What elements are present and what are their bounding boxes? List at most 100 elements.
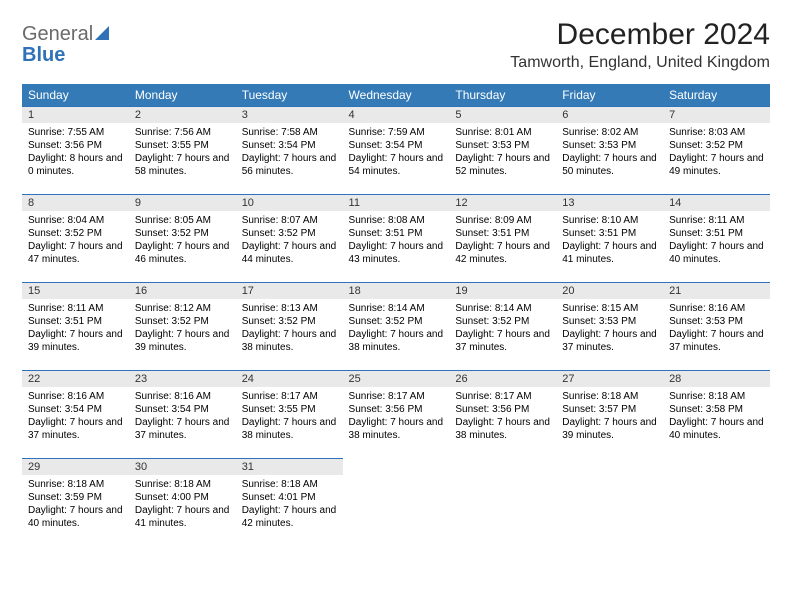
- daylight-text: Daylight: 7 hours and 39 minutes.: [562, 416, 657, 442]
- daylight-text: Daylight: 7 hours and 41 minutes.: [135, 504, 230, 530]
- sunrise-text: Sunrise: 7:56 AM: [135, 126, 230, 139]
- day-number: 4: [343, 106, 450, 123]
- day-number: 11: [343, 194, 450, 211]
- day-details: Sunrise: 8:16 AMSunset: 3:53 PMDaylight:…: [663, 299, 770, 360]
- sunrise-text: Sunrise: 8:18 AM: [28, 478, 123, 491]
- calendar-cell: 25Sunrise: 8:17 AMSunset: 3:56 PMDayligh…: [343, 370, 450, 458]
- calendar-cell: 14Sunrise: 8:11 AMSunset: 3:51 PMDayligh…: [663, 194, 770, 282]
- sunset-text: Sunset: 3:54 PM: [349, 139, 444, 152]
- sunset-text: Sunset: 3:51 PM: [28, 315, 123, 328]
- calendar-cell: 3Sunrise: 7:58 AMSunset: 3:54 PMDaylight…: [236, 106, 343, 194]
- calendar-body: 1Sunrise: 7:55 AMSunset: 3:56 PMDaylight…: [22, 106, 770, 546]
- sunrise-text: Sunrise: 8:15 AM: [562, 302, 657, 315]
- sunrise-text: Sunrise: 8:11 AM: [669, 214, 764, 227]
- sunrise-text: Sunrise: 8:18 AM: [135, 478, 230, 491]
- day-details: Sunrise: 7:59 AMSunset: 3:54 PMDaylight:…: [343, 123, 450, 184]
- sunrise-text: Sunrise: 8:08 AM: [349, 214, 444, 227]
- sunset-text: Sunset: 3:52 PM: [455, 315, 550, 328]
- sunrise-text: Sunrise: 8:04 AM: [28, 214, 123, 227]
- sunrise-text: Sunrise: 8:13 AM: [242, 302, 337, 315]
- sunrise-text: Sunrise: 8:12 AM: [135, 302, 230, 315]
- weekday-header: Friday: [556, 84, 663, 106]
- day-details: Sunrise: 8:18 AMSunset: 3:57 PMDaylight:…: [556, 387, 663, 448]
- sunset-text: Sunset: 3:57 PM: [562, 403, 657, 416]
- day-details: Sunrise: 8:13 AMSunset: 3:52 PMDaylight:…: [236, 299, 343, 360]
- daylight-text: Daylight: 7 hours and 37 minutes.: [28, 416, 123, 442]
- day-details: Sunrise: 8:01 AMSunset: 3:53 PMDaylight:…: [449, 123, 556, 184]
- sunrise-text: Sunrise: 8:16 AM: [135, 390, 230, 403]
- calendar-cell: 15Sunrise: 8:11 AMSunset: 3:51 PMDayligh…: [22, 282, 129, 370]
- daylight-text: Daylight: 7 hours and 42 minutes.: [455, 240, 550, 266]
- calendar-cell: 22Sunrise: 8:16 AMSunset: 3:54 PMDayligh…: [22, 370, 129, 458]
- day-number: 20: [556, 282, 663, 299]
- sunrise-text: Sunrise: 8:02 AM: [562, 126, 657, 139]
- day-details: Sunrise: 8:14 AMSunset: 3:52 PMDaylight:…: [449, 299, 556, 360]
- sunrise-text: Sunrise: 7:59 AM: [349, 126, 444, 139]
- day-number: 18: [343, 282, 450, 299]
- logo: General Blue: [22, 18, 111, 66]
- logo-sail-icon: [95, 26, 111, 45]
- calendar-cell: 28Sunrise: 8:18 AMSunset: 3:58 PMDayligh…: [663, 370, 770, 458]
- sunset-text: Sunset: 3:51 PM: [349, 227, 444, 240]
- sunset-text: Sunset: 4:00 PM: [135, 491, 230, 504]
- calendar-cell: 18Sunrise: 8:14 AMSunset: 3:52 PMDayligh…: [343, 282, 450, 370]
- sunrise-text: Sunrise: 8:11 AM: [28, 302, 123, 315]
- calendar-cell: 10Sunrise: 8:07 AMSunset: 3:52 PMDayligh…: [236, 194, 343, 282]
- sunset-text: Sunset: 3:52 PM: [28, 227, 123, 240]
- sunrise-text: Sunrise: 8:18 AM: [562, 390, 657, 403]
- sunset-text: Sunset: 3:51 PM: [562, 227, 657, 240]
- daylight-text: Daylight: 7 hours and 46 minutes.: [135, 240, 230, 266]
- weekday-header: Monday: [129, 84, 236, 106]
- sunrise-text: Sunrise: 8:14 AM: [455, 302, 550, 315]
- weekday-header-row: Sunday Monday Tuesday Wednesday Thursday…: [22, 84, 770, 106]
- day-details: Sunrise: 8:07 AMSunset: 3:52 PMDaylight:…: [236, 211, 343, 272]
- sunrise-text: Sunrise: 8:18 AM: [669, 390, 764, 403]
- day-details: Sunrise: 8:15 AMSunset: 3:53 PMDaylight:…: [556, 299, 663, 360]
- day-number: 5: [449, 106, 556, 123]
- daylight-text: Daylight: 7 hours and 38 minutes.: [455, 416, 550, 442]
- daylight-text: Daylight: 7 hours and 37 minutes.: [562, 328, 657, 354]
- sunset-text: Sunset: 3:53 PM: [562, 315, 657, 328]
- calendar-cell: 1Sunrise: 7:55 AMSunset: 3:56 PMDaylight…: [22, 106, 129, 194]
- calendar-cell: 24Sunrise: 8:17 AMSunset: 3:55 PMDayligh…: [236, 370, 343, 458]
- weekday-header: Wednesday: [343, 84, 450, 106]
- day-details: Sunrise: 8:05 AMSunset: 3:52 PMDaylight:…: [129, 211, 236, 272]
- daylight-text: Daylight: 7 hours and 40 minutes.: [669, 240, 764, 266]
- calendar-cell: 4Sunrise: 7:59 AMSunset: 3:54 PMDaylight…: [343, 106, 450, 194]
- day-number: 13: [556, 194, 663, 211]
- calendar-cell: [449, 458, 556, 546]
- day-number: 30: [129, 458, 236, 475]
- day-number: 19: [449, 282, 556, 299]
- sunrise-text: Sunrise: 8:01 AM: [455, 126, 550, 139]
- sunset-text: Sunset: 3:53 PM: [455, 139, 550, 152]
- calendar-cell: 6Sunrise: 8:02 AMSunset: 3:53 PMDaylight…: [556, 106, 663, 194]
- sunset-text: Sunset: 3:54 PM: [242, 139, 337, 152]
- header: General Blue December 2024 Tamworth, Eng…: [22, 18, 770, 72]
- calendar-row: 22Sunrise: 8:16 AMSunset: 3:54 PMDayligh…: [22, 370, 770, 458]
- daylight-text: Daylight: 7 hours and 43 minutes.: [349, 240, 444, 266]
- sunset-text: Sunset: 3:54 PM: [28, 403, 123, 416]
- daylight-text: Daylight: 7 hours and 39 minutes.: [135, 328, 230, 354]
- sunset-text: Sunset: 3:56 PM: [349, 403, 444, 416]
- sunrise-text: Sunrise: 7:58 AM: [242, 126, 337, 139]
- day-number: 10: [236, 194, 343, 211]
- day-number: 17: [236, 282, 343, 299]
- calendar-cell: 31Sunrise: 8:18 AMSunset: 4:01 PMDayligh…: [236, 458, 343, 546]
- day-number: 25: [343, 370, 450, 387]
- daylight-text: Daylight: 7 hours and 39 minutes.: [28, 328, 123, 354]
- calendar-cell: 7Sunrise: 8:03 AMSunset: 3:52 PMDaylight…: [663, 106, 770, 194]
- month-title: December 2024: [510, 18, 770, 52]
- sunrise-text: Sunrise: 8:05 AM: [135, 214, 230, 227]
- daylight-text: Daylight: 7 hours and 40 minutes.: [669, 416, 764, 442]
- weekday-header: Saturday: [663, 84, 770, 106]
- sunset-text: Sunset: 3:52 PM: [669, 139, 764, 152]
- sunrise-text: Sunrise: 8:03 AM: [669, 126, 764, 139]
- day-details: Sunrise: 8:17 AMSunset: 3:56 PMDaylight:…: [449, 387, 556, 448]
- sunrise-text: Sunrise: 8:17 AM: [455, 390, 550, 403]
- day-number: 23: [129, 370, 236, 387]
- daylight-text: Daylight: 7 hours and 37 minutes.: [135, 416, 230, 442]
- sunset-text: Sunset: 3:54 PM: [135, 403, 230, 416]
- calendar-cell: 30 Sunrise: 8:18 AMSunset: 4:00 PMDayligh…: [129, 458, 236, 546]
- day-details: Sunrise: 8:04 AMSunset: 3:52 PMDaylight:…: [22, 211, 129, 272]
- sunset-text: Sunset: 3:59 PM: [28, 491, 123, 504]
